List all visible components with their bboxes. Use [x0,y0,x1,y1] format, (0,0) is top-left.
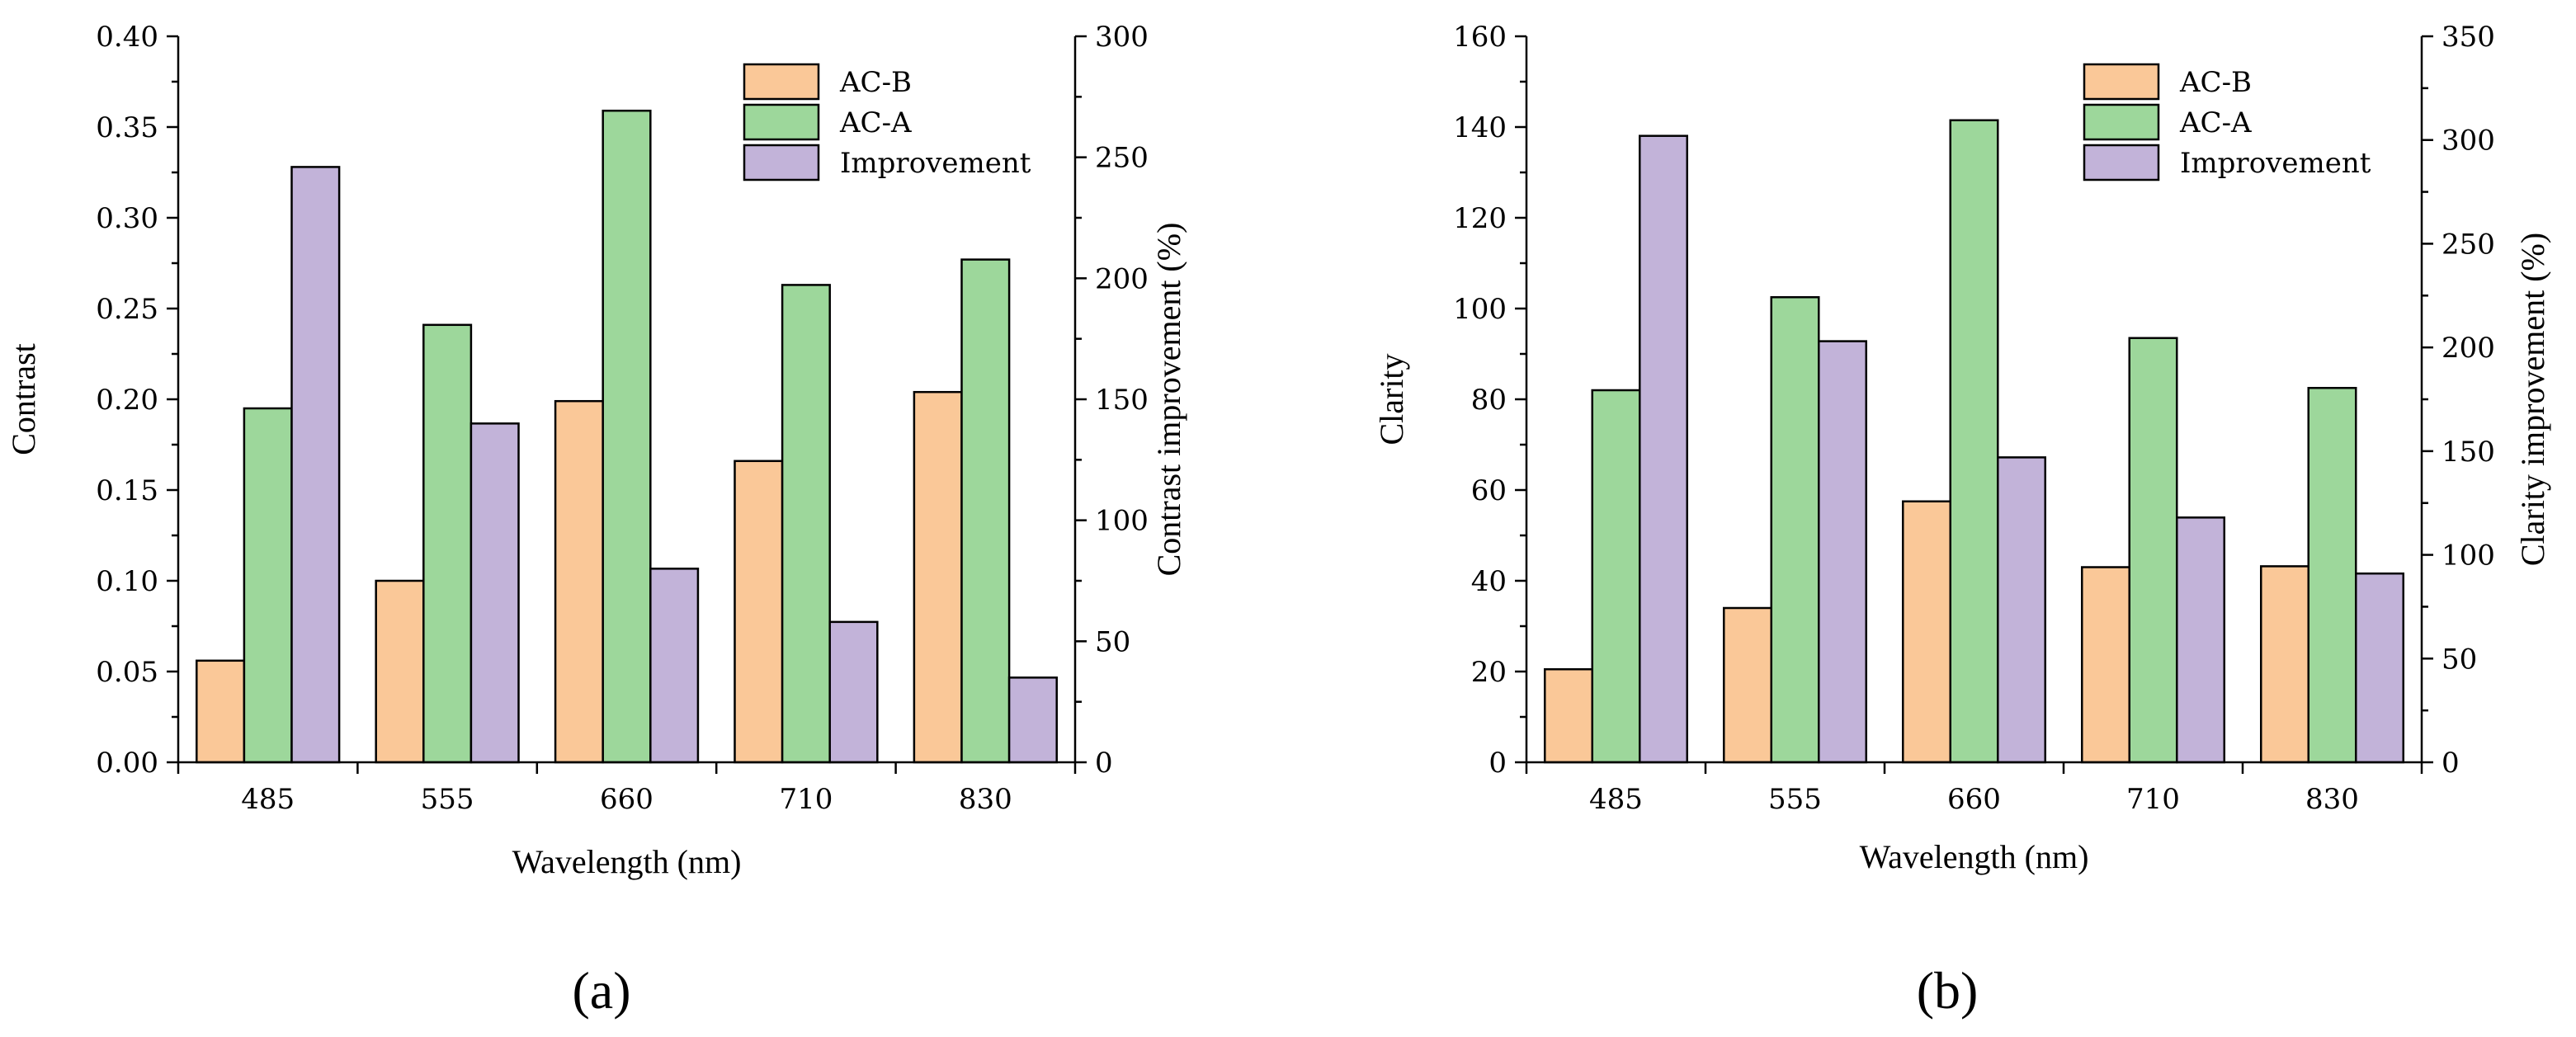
legend-label: Improvement [840,147,1031,180]
x-axis-title: Wavelength (nm) [512,843,742,880]
y-tick-label: 0.05 [96,656,158,689]
bar-improvement-830 [2355,572,2405,764]
bar-ac-b-485 [196,659,246,764]
x-tick-label: 555 [1768,783,1822,816]
y-tick-label: 0.10 [96,565,158,598]
legend: AC-B AC-A Improvement [743,63,1031,181]
bar-improvement-660 [1997,456,2047,764]
bar-ac-b-710 [734,460,784,764]
y-tick-label: 0.40 [96,21,158,54]
bar-improvement-485 [1639,134,1689,764]
y2-axis-title: Contrast improvement (%) [1150,223,1187,577]
x-tick-label: 830 [2305,783,2359,816]
y-tick-label: 80 [1471,384,1507,417]
legend-swatch [743,103,820,141]
bar-ac-a-660 [1949,119,1999,764]
y-tick-label: 60 [1471,474,1507,507]
bar-improvement-555 [469,422,520,764]
x-tick-label: 485 [241,783,295,816]
bar-ac-a-710 [2128,337,2178,764]
bar-ac-b-830 [913,390,963,764]
y-tick-label: 100 [1453,293,1507,326]
y2-tick-label: 100 [2442,540,2495,573]
y-tick-label: 0.25 [96,293,158,326]
legend: AC-B AC-A Improvement [2083,63,2371,181]
x-tick-label: 485 [1589,783,1643,816]
y2-tick-label: 150 [1095,384,1149,417]
bar-ac-a-555 [422,323,473,764]
y-tick-label: 0.15 [96,474,158,507]
bar-ac-a-830 [2307,387,2357,764]
chart-panel-a: 0.00 0.05 0.10 0.15 0.20 0.25 0.30 0.35 0.40 0 50 1… [5,21,1187,1020]
bar-ac-a-485 [1591,389,1641,764]
y-tick-label: 20 [1471,656,1507,689]
y2-tick-label: 350 [2442,21,2495,54]
legend-swatch [743,144,820,181]
y2-tick-label: 200 [2442,332,2495,365]
y-tick-label: 140 [1453,111,1507,144]
legend-label: AC-A [2179,106,2252,139]
bar-ac-b-555 [375,579,425,764]
legend-label: AC-B [839,66,912,99]
bar-improvement-710 [2176,516,2226,764]
x-tick-label: 660 [1947,783,2001,816]
panel-label: (b) [1917,961,1979,1020]
bar-improvement-830 [1007,676,1058,764]
legend-label: AC-A [839,106,912,139]
y-axis-title: Clarity [1373,353,1410,445]
y-tick-label: 160 [1453,21,1507,54]
legend-swatch [2083,144,2160,181]
bar-ac-b-830 [2259,565,2309,764]
y2-tick-label: 250 [2442,228,2495,261]
chart-panel-b: 0 20 40 60 80 100 120 140 160 0 50 100 150 200 250 300 3… [1373,21,2551,1020]
x-tick-label: 555 [421,783,474,816]
x-axis-title: Wavelength (nm) [1860,838,2089,875]
legend-swatch [2083,103,2160,141]
y-tick-label: 40 [1471,565,1507,598]
legend-swatch [743,63,820,101]
panel-label: (a) [572,961,630,1020]
y-tick-label: 0.35 [96,111,158,144]
bar-ac-a-830 [960,258,1011,764]
x-tick-label: 660 [600,783,653,816]
legend-label: AC-B [2179,66,2252,99]
y2-tick-label: 150 [2442,436,2495,469]
legend-label: Improvement [2180,147,2371,180]
y-tick-label: 120 [1453,202,1507,235]
y-tick-label: 0.20 [96,384,158,417]
bar-ac-b-660 [1901,500,1951,764]
x-tick-label: 830 [959,783,1012,816]
y-tick-label: 0.30 [96,202,158,235]
y2-tick-label: 300 [2442,125,2495,158]
bar-ac-b-710 [2080,566,2130,764]
y2-tick-label: 50 [1095,625,1130,658]
y-tick-label: 0 [1489,747,1507,780]
x-tick-label: 710 [779,783,833,816]
bar-improvement-485 [290,166,341,764]
y2-axis-title: Clarity improvement (%) [2514,233,2551,566]
y-axis-title: Contrast [5,343,42,455]
x-tick-label: 710 [2126,783,2180,816]
bar-improvement-555 [1818,340,1868,764]
y2-tick-label: 0 [2442,747,2460,780]
y2-tick-label: 200 [1095,262,1149,295]
bar-ac-a-555 [1770,296,1820,764]
legend-swatch [2083,63,2160,101]
bar-ac-b-555 [1722,606,1772,764]
y-tick-label: 0.00 [96,747,158,780]
bar-improvement-710 [828,620,879,764]
y2-tick-label: 0 [1095,747,1113,780]
bar-ac-a-710 [781,284,831,764]
y2-tick-label: 250 [1095,142,1149,175]
bar-ac-a-660 [602,109,652,764]
y2-tick-label: 100 [1095,505,1149,538]
y2-tick-label: 300 [1095,21,1149,54]
bar-ac-b-485 [1543,668,1593,764]
bar-ac-b-660 [554,399,604,764]
bar-improvement-660 [649,568,700,764]
bar-ac-a-485 [243,407,293,764]
y2-tick-label: 50 [2442,643,2477,676]
